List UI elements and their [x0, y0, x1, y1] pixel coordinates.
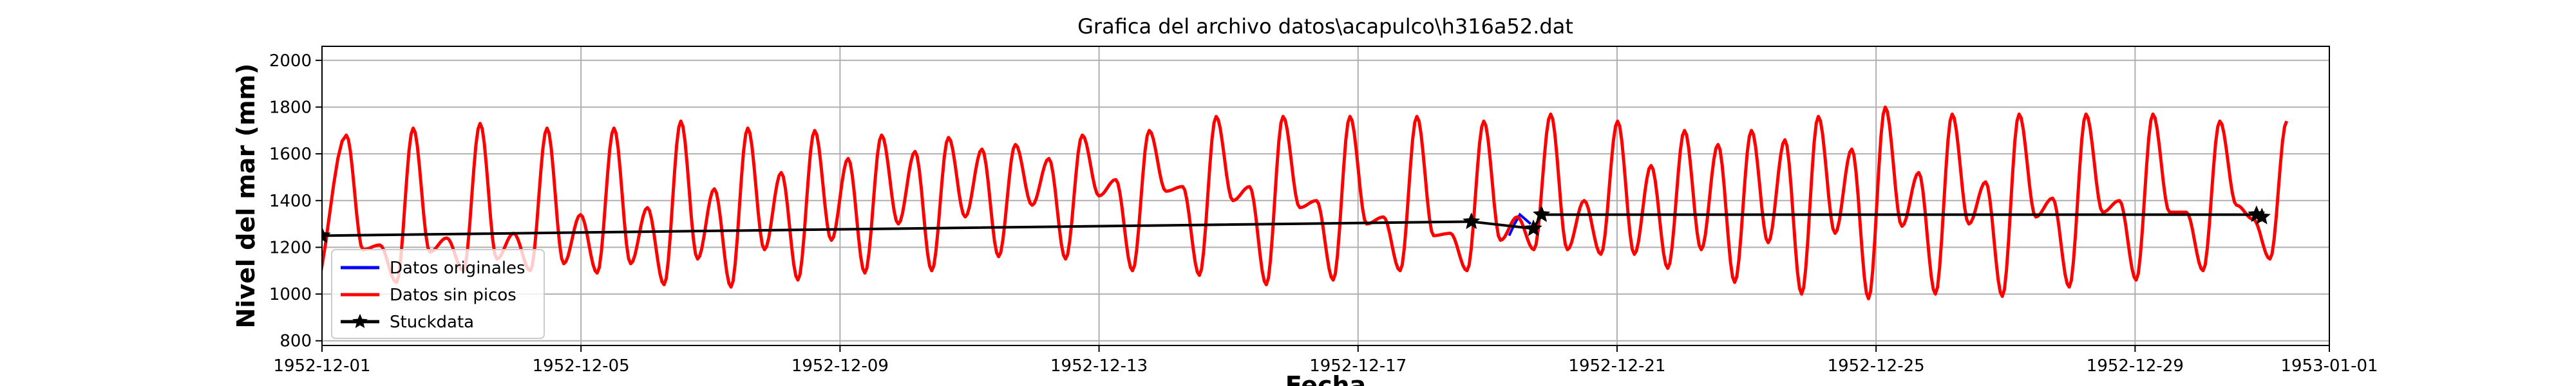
x-tick-label: 1952-12-13 — [1050, 356, 1148, 376]
legend: Datos originales Datos sin picos Stuckdata — [331, 249, 545, 339]
x-tick-label: 1952-12-21 — [1568, 356, 1665, 376]
x-tick-label: 1952-12-01 — [273, 356, 370, 376]
y-tick-label: 1600 — [269, 145, 312, 164]
x-tick-label: 1952-12-25 — [1828, 356, 1925, 376]
x-tick-label: 1952-12-09 — [791, 356, 889, 376]
x-tick-label: 1952-12-17 — [1309, 356, 1406, 376]
stuckdata-marker — [1524, 219, 1542, 236]
plot-frame — [321, 46, 2330, 346]
chart-title: Grafica del archivo datos\acapulco\h316a… — [1077, 14, 1573, 39]
x-tick-label: 1952-12-05 — [533, 356, 630, 376]
y-tick-label: 1800 — [269, 98, 312, 117]
series-line-datos-originales — [1508, 212, 1532, 237]
y-tick-label: 2000 — [269, 51, 312, 71]
stuckdata-marker — [2253, 207, 2271, 225]
y-tick-label: 1000 — [269, 285, 312, 304]
stuckdata-marker — [1533, 205, 1551, 223]
legend-box — [331, 249, 545, 339]
y-tick-label: 1200 — [269, 238, 312, 257]
y-tick-label: 800 — [279, 332, 312, 351]
y-axis-label: Nivel del mar (mm) — [232, 64, 260, 329]
plot-area — [322, 106, 2289, 300]
series-line-datos-sin-picos — [322, 106, 2289, 300]
x-tick-label: 1952-12-29 — [2087, 356, 2184, 376]
axis-ticks: 800 1000 1200 1400 1600 1800 2000 1952-12-01 195… — [269, 51, 2378, 376]
stuckdata-marker — [1463, 212, 1481, 230]
legend-label-0: Datos originales — [390, 259, 526, 278]
legend-label-2: Stuckdata — [390, 313, 474, 332]
legend-star-marker — [352, 313, 368, 328]
x-tick-label: 1953-01-01 — [2280, 356, 2378, 376]
series-clip-group — [322, 106, 2289, 300]
series-line-stuckdata — [322, 213, 2263, 237]
y-tick-label: 1400 — [269, 192, 312, 211]
legend-label-1: Datos sin picos — [390, 286, 516, 305]
stuckdata-marker — [322, 226, 331, 243]
x-axis-label: Fecha — [1285, 371, 1366, 386]
